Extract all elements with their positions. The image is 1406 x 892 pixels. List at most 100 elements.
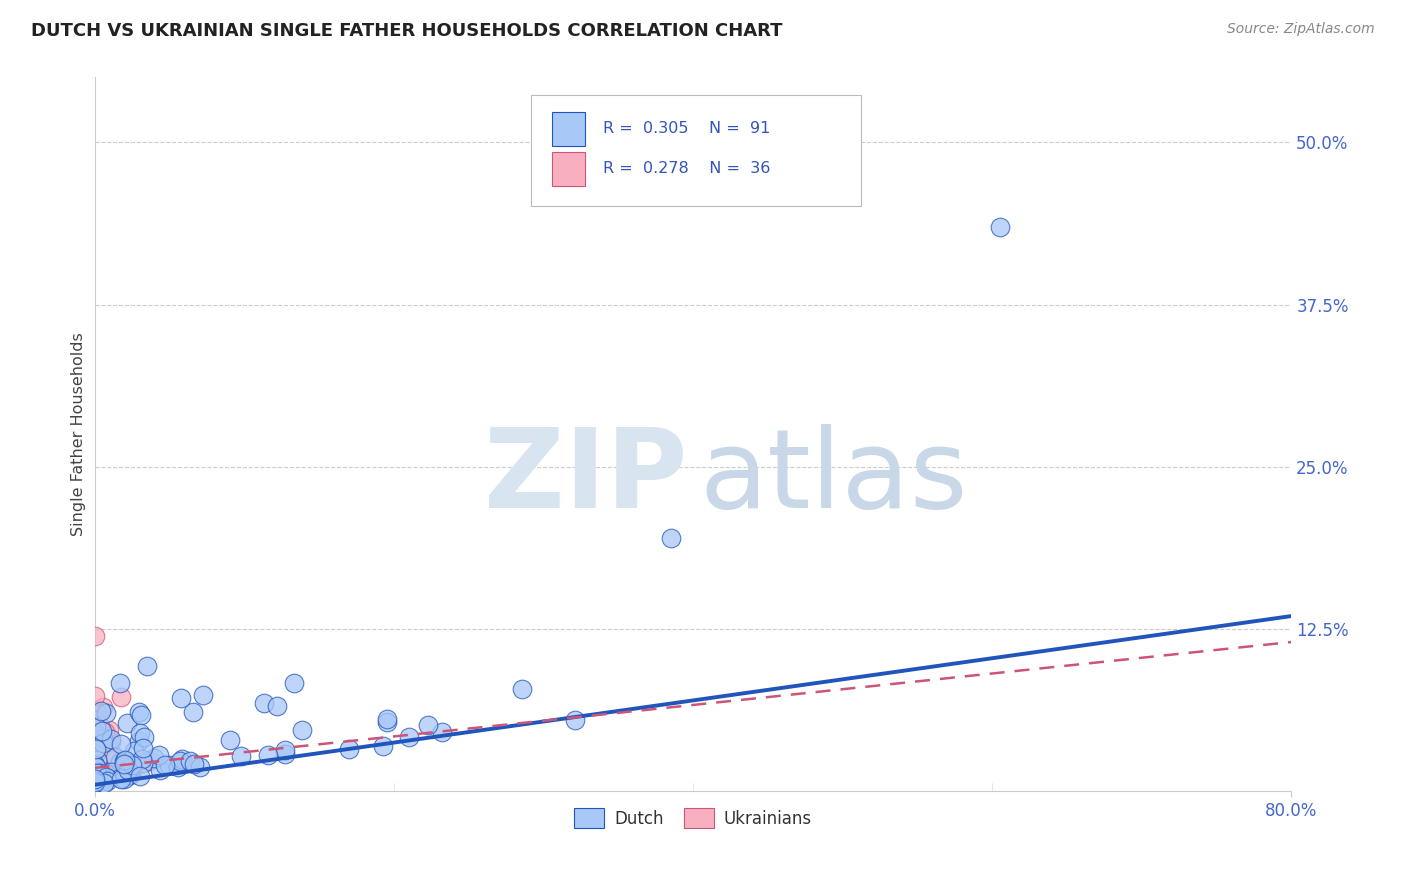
FancyBboxPatch shape <box>551 112 585 146</box>
Point <box>84 720 107 734</box>
Point <box>100 764 122 779</box>
Point <box>90 705 112 719</box>
Point <box>398 730 420 744</box>
Point <box>98 723 121 738</box>
Point <box>89 719 111 733</box>
Point <box>122 756 145 770</box>
Point <box>229 748 252 763</box>
Point <box>96 764 118 779</box>
Point <box>266 699 288 714</box>
Y-axis label: Single Father Households: Single Father Households <box>72 333 86 536</box>
Point <box>87 720 110 734</box>
Point <box>188 760 211 774</box>
Point <box>274 743 297 757</box>
Point <box>117 715 139 730</box>
Point <box>122 762 145 776</box>
Point <box>253 697 276 711</box>
Point <box>104 751 127 765</box>
Point <box>117 763 139 777</box>
Point <box>283 676 305 690</box>
FancyBboxPatch shape <box>531 95 860 206</box>
Point <box>112 754 135 768</box>
Point <box>183 757 205 772</box>
Point <box>118 763 141 777</box>
Point <box>132 741 155 756</box>
Point <box>84 744 107 758</box>
Point <box>148 764 170 778</box>
Text: Source: ZipAtlas.com: Source: ZipAtlas.com <box>1227 22 1375 37</box>
Point <box>988 219 1011 234</box>
Text: atlas: atlas <box>699 424 967 531</box>
Point <box>375 712 398 726</box>
Point <box>84 706 107 720</box>
Point <box>108 772 131 786</box>
Point <box>91 724 114 739</box>
Point <box>97 769 120 783</box>
Point <box>91 736 114 750</box>
Point <box>115 767 138 781</box>
Point <box>727 128 749 143</box>
Point <box>129 769 152 783</box>
Point <box>90 764 112 778</box>
Point <box>93 776 115 790</box>
Legend: Dutch, Ukrainians: Dutch, Ukrainians <box>568 802 818 834</box>
Point <box>87 768 110 782</box>
Point <box>83 774 105 789</box>
Point <box>170 691 193 706</box>
Point <box>167 759 190 773</box>
Point <box>84 760 107 774</box>
Text: R =  0.305    N =  91: R = 0.305 N = 91 <box>603 121 770 136</box>
Point <box>83 762 105 776</box>
Point <box>84 775 107 789</box>
Point <box>110 737 132 751</box>
Point <box>110 772 132 786</box>
Point <box>83 738 105 752</box>
Point <box>83 689 105 703</box>
Point <box>83 767 105 781</box>
Point <box>169 754 191 768</box>
Point <box>114 753 136 767</box>
Point <box>114 762 136 776</box>
Point <box>128 725 150 739</box>
Point <box>181 705 204 719</box>
Point <box>371 739 394 753</box>
Point <box>87 764 110 779</box>
Text: DUTCH VS UKRAINIAN SINGLE FATHER HOUSEHOLDS CORRELATION CHART: DUTCH VS UKRAINIAN SINGLE FATHER HOUSEHO… <box>31 22 782 40</box>
Point <box>100 735 122 749</box>
Point <box>132 756 155 770</box>
Point <box>97 766 120 780</box>
Point <box>337 742 360 756</box>
Point <box>94 706 117 720</box>
Point <box>129 707 152 722</box>
Point <box>96 771 118 785</box>
Point <box>91 731 114 746</box>
Point <box>136 658 159 673</box>
Point <box>84 726 107 740</box>
Point <box>83 628 105 642</box>
Point <box>83 769 105 783</box>
Point <box>117 768 139 782</box>
FancyBboxPatch shape <box>551 152 585 186</box>
Point <box>128 705 150 719</box>
Point <box>89 766 111 780</box>
Point <box>86 753 108 767</box>
Point <box>416 718 439 732</box>
Point <box>148 747 170 762</box>
Point <box>83 772 105 786</box>
Point <box>83 764 105 779</box>
Point <box>291 723 314 737</box>
Point <box>101 764 124 778</box>
Point <box>108 675 131 690</box>
Point <box>510 681 533 696</box>
Point <box>112 772 135 786</box>
Point <box>83 772 105 787</box>
Point <box>193 688 215 702</box>
Point <box>94 724 117 739</box>
Point <box>83 758 105 772</box>
Point <box>84 762 107 776</box>
Point <box>84 747 107 761</box>
Text: R =  0.278    N =  36: R = 0.278 N = 36 <box>603 161 770 177</box>
Point <box>121 758 143 772</box>
Point <box>83 713 105 727</box>
Point <box>84 776 107 790</box>
